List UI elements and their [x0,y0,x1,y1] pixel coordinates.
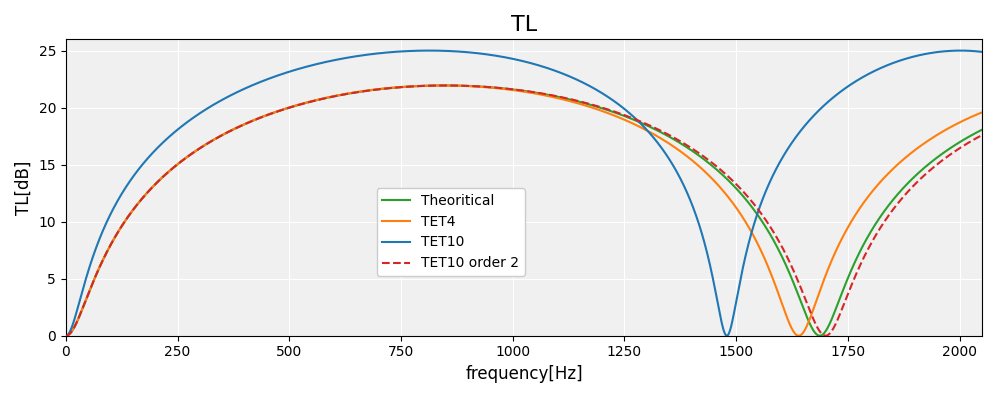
TET10 [976,110,988,115]
TET10 order 2 [860,238,872,242]
Theoritical [412,84,424,88]
TET10 [219,131,231,136]
TET10 order 2 [219,131,231,136]
TET10 [165,168,176,172]
Theoritical [219,131,231,136]
TET4 [452,49,464,54]
TET4 [412,48,424,53]
Theoritical [958,143,970,148]
TET10 [958,118,970,123]
X-axis label: frequency[Hz]: frequency[Hz] [466,365,583,383]
TET4 [60,333,72,338]
TET10 [860,197,872,202]
TET4 [219,96,231,101]
Theoritical [60,334,72,338]
TET10 order 2 [60,334,72,338]
Theoritical [452,83,464,88]
TET10 [452,83,464,88]
Theoritical [820,334,831,338]
Theoritical [976,133,988,137]
Title: TL: TL [510,15,537,35]
Y-axis label: TL[dB]: TL[dB] [15,160,33,215]
Theoritical [165,168,176,172]
TET4 [976,49,988,54]
TET4 [958,48,970,53]
TET4 [721,333,733,338]
TET4 [860,73,872,78]
TET10 order 2 [452,83,464,88]
TET10 [412,84,424,88]
TET10 order 2 [958,137,970,142]
TET10 order 2 [165,168,176,172]
TET10 [793,334,805,338]
Legend: Theoritical, TET4, TET10, TET10 order 2: Theoritical, TET4, TET10, TET10 order 2 [377,188,524,276]
TET4 [165,133,176,138]
TET4 [424,48,436,53]
Line: Theoritical: Theoritical [66,86,982,336]
TET10 order 2 [412,84,424,88]
Theoritical [440,83,452,88]
Line: TET10 order 2: TET10 order 2 [66,86,982,336]
TET10 order 2 [814,334,826,338]
TET10 [436,83,448,88]
Line: TET4: TET4 [66,51,982,336]
TET10 [60,334,72,338]
TET10 order 2 [976,127,988,132]
TET10 order 2 [439,83,451,88]
Line: TET10: TET10 [66,86,982,336]
Theoritical [860,251,872,256]
